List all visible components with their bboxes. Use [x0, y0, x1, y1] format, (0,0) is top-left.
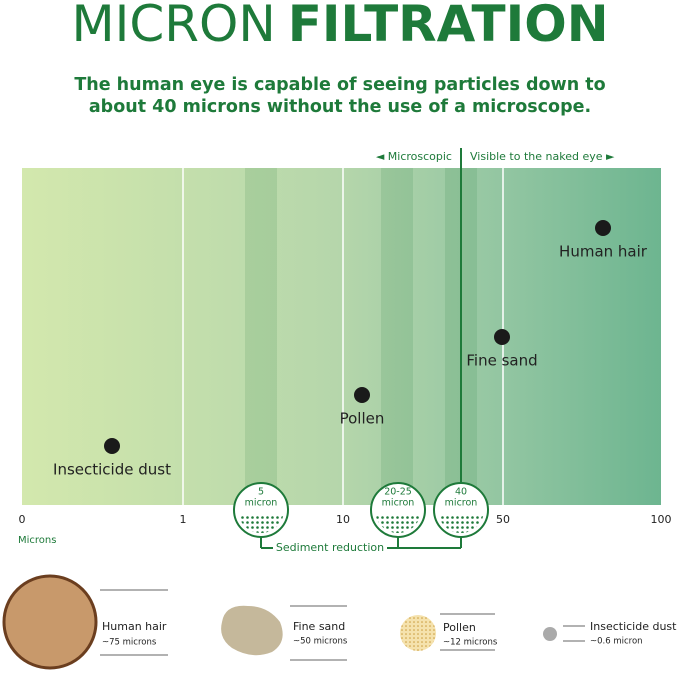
title-light: MICRON [71, 0, 275, 53]
filter-size: 5 [258, 487, 264, 498]
tick-label: 1 [180, 513, 187, 526]
pollen-texture [400, 615, 436, 651]
title: MICRON FILTRATION [71, 0, 608, 53]
legend: Human hair ~75 microns Fine sand ~50 mic… [2, 574, 677, 670]
subtitle: The human eye is capable of seeing parti… [74, 75, 605, 95]
legend-name: Fine sand [293, 620, 345, 633]
axis: 0 1 10 50 100 Microns [18, 513, 672, 546]
dust-icon [543, 627, 557, 641]
legend-name: Pollen [443, 621, 476, 634]
filter-size: 40 [455, 487, 467, 498]
axis-unit: Microns [18, 535, 56, 546]
filter-unit: micron [245, 498, 278, 509]
legend-size: ~0.6 micron [590, 637, 643, 647]
chart-area [22, 168, 661, 505]
filter-unit: micron [445, 498, 478, 509]
legend-name: Insecticide dust [590, 620, 677, 633]
sand-icon [221, 605, 283, 656]
particle-label: Insecticide dust [53, 461, 171, 479]
filter-mesh [238, 514, 284, 533]
particle-label: Human hair [559, 243, 648, 261]
hair-icon [2, 574, 98, 670]
legend-size: ~75 microns [102, 638, 157, 648]
tick-label: 100 [651, 513, 672, 526]
legend-size: ~12 microns [443, 638, 498, 648]
tick-label: 0 [19, 513, 26, 526]
filter-unit: micron [382, 498, 415, 509]
legend-size: ~50 microns [293, 637, 348, 647]
particle-label: Pollen [340, 410, 385, 428]
zone-label: ◄ Microscopic [376, 150, 452, 163]
sediment-label: Sediment reduction [276, 541, 384, 554]
tick-label: 10 [336, 513, 350, 526]
filter-mesh [438, 514, 484, 533]
zone-label: Visible to the naked eye ► [470, 150, 615, 163]
filter-size: 20-25 [384, 487, 412, 498]
particle-label: Fine sand [466, 352, 537, 370]
filter-mesh [375, 514, 421, 533]
subtitle: about 40 microns without the use of a mi… [89, 97, 591, 117]
particles: Human hair Fine sand Pollen Insecticide … [53, 220, 648, 479]
tick-label: 50 [496, 513, 510, 526]
filter-bands [245, 168, 477, 505]
legend-name: Human hair [102, 620, 167, 633]
title-bold: FILTRATION [288, 0, 609, 53]
